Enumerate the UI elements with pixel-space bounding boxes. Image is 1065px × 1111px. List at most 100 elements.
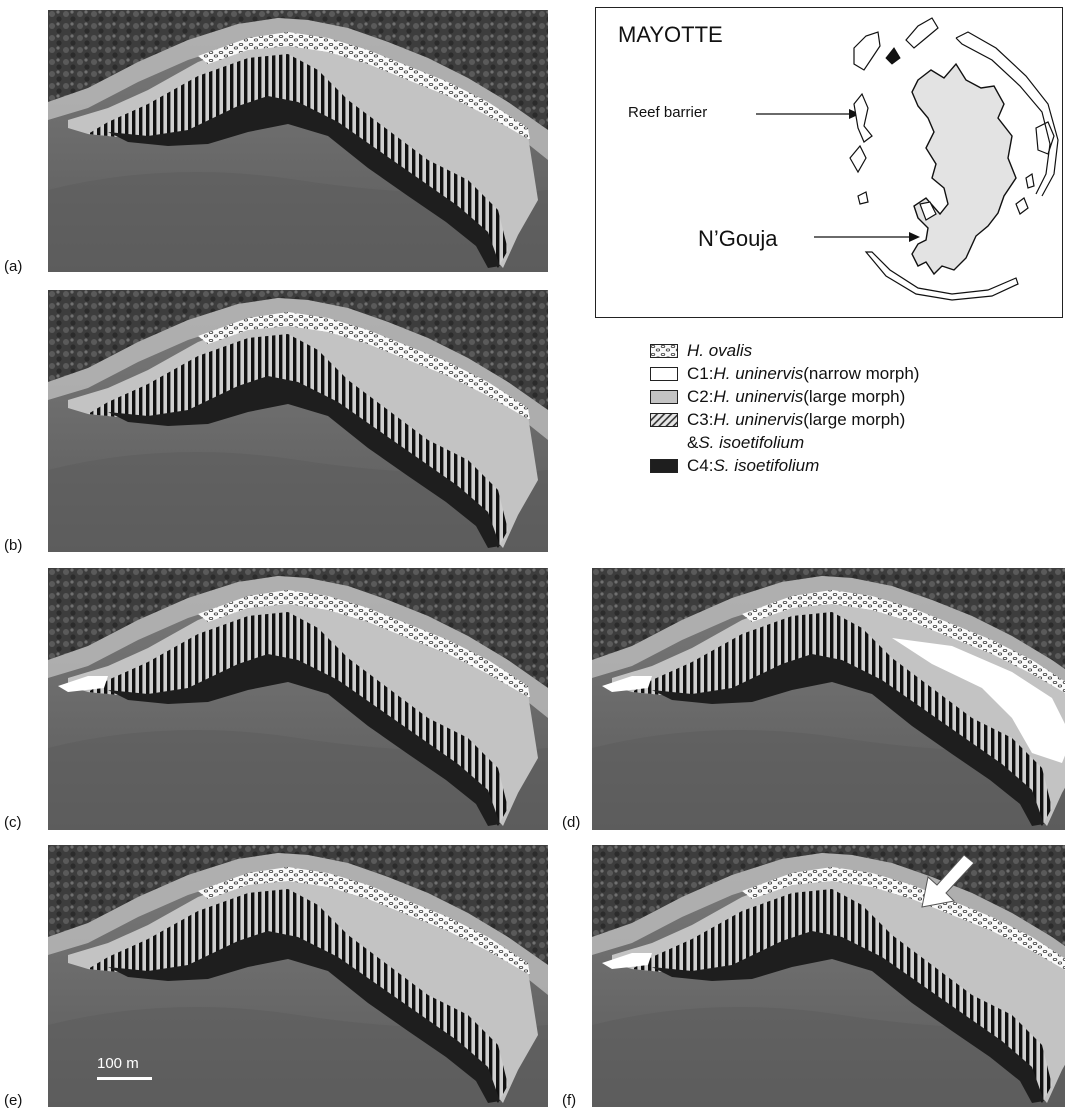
legend-item-h-ovalis: H. ovalis [650, 340, 752, 362]
map-panel-e [48, 845, 548, 1107]
aerial-photo [592, 568, 1065, 830]
east-islet [1025, 172, 1035, 189]
legend-item-c1: C1: H. uninervis (narrow morph) [650, 363, 919, 385]
coastal-forest [48, 845, 548, 965]
coastal-forest [48, 290, 548, 410]
deep-lagoon [592, 730, 1065, 830]
western-reef-islet [853, 92, 873, 143]
meadow-h-ovalis [742, 590, 1065, 693]
coastal-forest [48, 10, 548, 130]
legend-prefix: & [687, 433, 699, 452]
reef-barrier-label: Reef barrier [628, 104, 708, 121]
meadow-c3 [88, 889, 508, 1103]
northern-islet [853, 31, 881, 71]
legend-suffix: (large morph) [803, 387, 906, 406]
coastal-forest [48, 568, 548, 688]
meadow-c4 [108, 931, 500, 1103]
petite-terre-islet [1035, 121, 1055, 155]
aerial-photo [48, 845, 548, 1107]
southeast-islet [1015, 197, 1029, 215]
meadow-h-ovalis [198, 590, 530, 698]
meadow-c1-west [602, 676, 652, 692]
island-outline-svg [756, 17, 1059, 301]
legend-swatch-h-ovalis [650, 343, 678, 358]
meadow-c3 [632, 889, 1052, 1103]
sandy-beach [48, 298, 548, 440]
meadow-c4 [108, 654, 500, 826]
map-panel-f [592, 845, 1065, 1107]
aerial-photo [48, 290, 548, 552]
legend-species: H. ovalis [687, 341, 753, 360]
meadow-c4 [652, 931, 1044, 1103]
panel-label-c: (c) [4, 814, 22, 831]
reef-barrier-arrowhead [849, 109, 860, 119]
deep-lagoon [592, 1007, 1065, 1107]
legend-prefix: C4: [687, 456, 714, 475]
ngouja-label: N’Gouja [698, 226, 778, 251]
western-islet-3 [857, 191, 869, 205]
map-panel-a [48, 10, 548, 272]
aerial-photo [592, 845, 1065, 1107]
sandy-beach [48, 576, 548, 718]
eastern-barrier-reef [955, 31, 1059, 197]
panel-label-f: (f) [562, 1092, 577, 1109]
map-panel-b [48, 290, 548, 552]
panel-label-a: (a) [4, 258, 23, 275]
map-panel-c [48, 568, 548, 830]
southern-barrier-reef [864, 251, 1019, 301]
southwest-islet [919, 201, 937, 221]
meadow-c4 [108, 96, 500, 268]
meadow-c4 [108, 376, 500, 548]
legend-item-c2: C2: H. uninervis (large morph) [650, 386, 905, 408]
legend-suffix: (large morph) [803, 410, 906, 429]
sandy-beach [48, 18, 548, 160]
panel-label-b: (b) [4, 537, 23, 554]
white-arrow-icon [921, 854, 975, 908]
legend-prefix: C2: [687, 387, 714, 406]
map-panel-d [592, 568, 1065, 830]
legend-swatch-c1 [650, 366, 678, 381]
coastal-forest [592, 845, 1065, 947]
aerial-photo [48, 568, 548, 830]
legend-prefix: C1: [687, 364, 714, 383]
meadow-c4 [652, 654, 1044, 826]
legend-species: S. isoetifolium [698, 433, 805, 452]
scale-bar-label: 100 m [97, 1055, 139, 1072]
legend-species: H. uninervis [713, 410, 804, 429]
meadow-c3 [88, 612, 508, 826]
panel-label-d: (d) [562, 814, 581, 831]
meadow-c1-west [58, 676, 108, 692]
meadow-c3 [88, 334, 508, 548]
legend-swatch-c4 [650, 458, 678, 473]
scale-bar-line [97, 1077, 152, 1080]
inset-title: MAYOTTE [618, 22, 723, 47]
panel-label-e: (e) [4, 1092, 23, 1109]
meadow-c1-east [892, 638, 1065, 763]
legend-item-c3-line2: & S. isoetifolium [687, 432, 804, 454]
coastal-forest [592, 568, 1065, 670]
legend-item-c3: C3: H. uninervis (large morph) [650, 409, 905, 431]
meadow-c3 [88, 54, 508, 268]
western-islet-2 [849, 144, 867, 174]
legend-species: S. isoetifolium [713, 456, 820, 475]
legend-suffix: (narrow morph) [803, 364, 920, 383]
mayotte-inset-map: MAYOTTE Reef barrier N’Gouja [595, 7, 1063, 318]
ngouja-arrowhead [909, 232, 920, 242]
meadow-c3 [632, 612, 1052, 826]
meadow-h-ovalis [198, 867, 530, 975]
sandy-beach [592, 576, 1065, 697]
aerial-photo [48, 10, 548, 272]
meadow-h-ovalis [198, 312, 530, 420]
grande-terre-island [911, 62, 1017, 276]
meadow-c1-west [602, 953, 652, 969]
legend-swatch-c3 [650, 412, 678, 427]
northern-islet-2 [885, 47, 901, 65]
legend-swatch-c2 [650, 389, 678, 404]
legend-species: H. uninervis [713, 387, 804, 406]
northern-islet-3 [905, 17, 939, 49]
legend-prefix: C3: [687, 410, 714, 429]
legend-species: H. uninervis [713, 364, 804, 383]
meadow-h-ovalis [742, 867, 1065, 970]
sandy-beach [48, 853, 548, 995]
legend-item-c4: C4: S. isoetifolium [650, 455, 819, 477]
